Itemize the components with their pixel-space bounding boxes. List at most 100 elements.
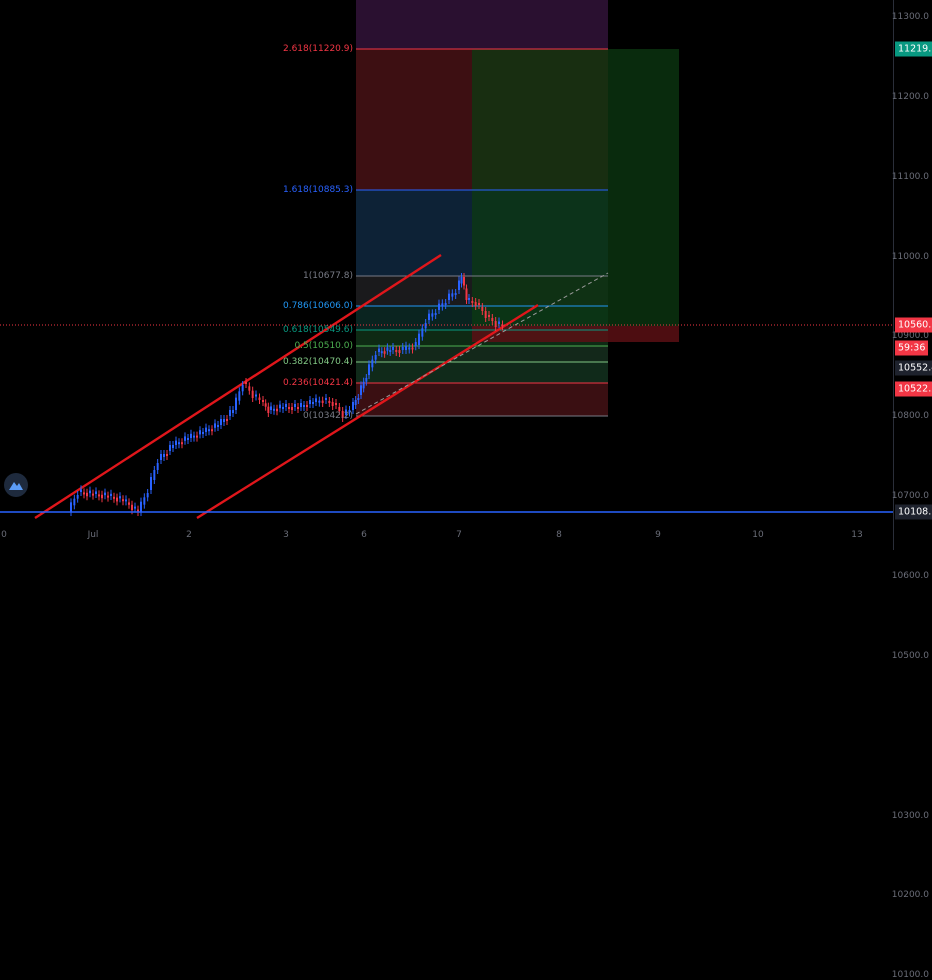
candle [193,435,195,438]
fib-level-label: 2.618(11220.9) [282,44,353,54]
candle [318,400,321,403]
tradingview-logo-icon[interactable] [4,473,28,497]
long-position-tool[interactable] [472,49,679,342]
candle [262,400,264,402]
chart-canvas[interactable] [0,0,932,550]
candle [374,355,377,360]
bottom-price-badge: 10108.7 [895,504,932,520]
fib-level-label: 0.236(10421.4) [282,378,353,388]
fib-level-label: 0.786(10606.0) [282,301,353,311]
candle [392,347,394,350]
candle [202,432,204,434]
candle [175,440,177,445]
candle [303,405,305,407]
candle [220,419,222,425]
candle [98,494,100,497]
candle [276,408,278,412]
candle [448,293,450,300]
price-tick: 11000.0 [891,251,929,262]
candle [444,303,447,305]
candle [348,410,351,413]
candle [229,410,231,416]
candle [211,429,213,432]
candle [125,499,127,502]
candle [411,347,414,350]
candle [251,390,254,398]
candle [116,497,118,502]
candle [137,509,139,512]
price-axis[interactable]: 11300.0 11200.0 11100.0 11000.0 10900.0 10800… [891,0,932,980]
candle [434,313,437,315]
candle [264,403,267,407]
candle [465,288,468,300]
candle [488,315,490,317]
candle [471,301,474,303]
candle [335,403,337,405]
price-tick: 10700.0 [891,491,929,502]
price-tick: 11200.0 [891,91,929,102]
stop-price-badge: 10522.2 [895,381,932,397]
price-tick: 10500.0 [891,650,929,661]
fib-level-label: 0.382(10470.4) [282,357,353,367]
candle [478,303,480,305]
candle [438,303,440,310]
candle [190,433,192,438]
candle [414,342,417,347]
current-price-badge: 10560.5 [895,317,932,333]
time-tick: 8 [556,530,562,540]
time-tick: 2 [186,530,192,540]
candle [205,427,207,432]
candle [368,364,370,375]
candle [362,381,365,389]
candle [328,401,331,403]
candle [474,302,477,306]
price-tick: 11300.0 [891,12,929,22]
candle [172,445,174,448]
candle [306,405,308,407]
candle [498,321,500,324]
candle [341,411,344,418]
fib-level-label: 0.618(10549.6) [282,325,353,335]
price-tick: 10600.0 [891,570,929,581]
fib-level-label: 0.5(10510.0) [294,341,353,351]
time-tick: Jul [87,530,99,540]
candle [95,491,97,494]
price-tick: 10800.0 [891,411,929,422]
countdown-badge: 59:36 [895,340,929,356]
candle [279,404,281,409]
candle [389,350,392,352]
candle [163,454,165,457]
candle [428,313,430,320]
candle [354,400,357,405]
candle [122,499,124,502]
candle [76,495,79,499]
candle [83,492,85,495]
candle [134,506,136,509]
candle [309,400,311,404]
candle [331,402,334,406]
candle [86,492,88,497]
candle [217,425,219,427]
candle [160,454,162,460]
candle [214,423,216,428]
candle [258,397,261,400]
candle [107,495,109,498]
candle [386,347,389,351]
candle [383,351,386,354]
candle [484,311,487,318]
trend-channel[interactable] [34,253,609,520]
candle [468,298,470,300]
candle [325,398,327,400]
time-tick: 9 [655,530,661,540]
candle [178,442,180,445]
last-price-badge: 11219.7 [895,41,932,57]
candle [166,454,168,456]
candle [352,402,354,410]
candle [424,323,427,329]
candle [273,408,275,411]
time-tick: 13 [851,530,863,540]
fib-level-label: 1.618(10885.3) [282,185,353,195]
candle [196,435,198,438]
candle [89,490,91,494]
candle [270,406,272,410]
